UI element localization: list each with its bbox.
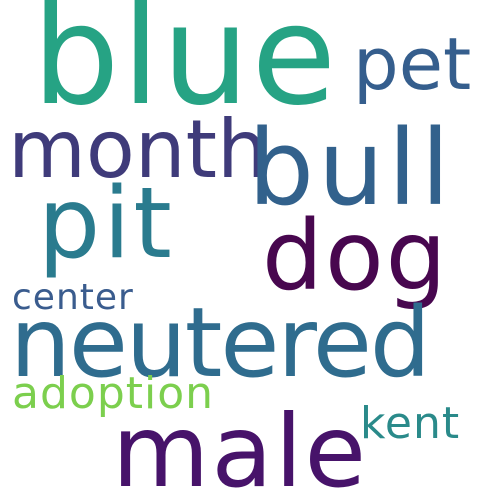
word-pet: pet: [353, 22, 472, 106]
word-male: male: [112, 393, 368, 500]
word-pit: pit: [38, 167, 175, 281]
word-kent: kent: [360, 398, 461, 449]
word-center: center: [12, 277, 134, 318]
word-dog: dog: [262, 200, 449, 312]
word-blue: blue: [32, 0, 339, 136]
word-month: month: [8, 103, 268, 196]
word-neutered: neutered: [10, 287, 431, 399]
word-bull: bull: [248, 107, 454, 229]
word-adoption: adoption: [12, 368, 215, 419]
